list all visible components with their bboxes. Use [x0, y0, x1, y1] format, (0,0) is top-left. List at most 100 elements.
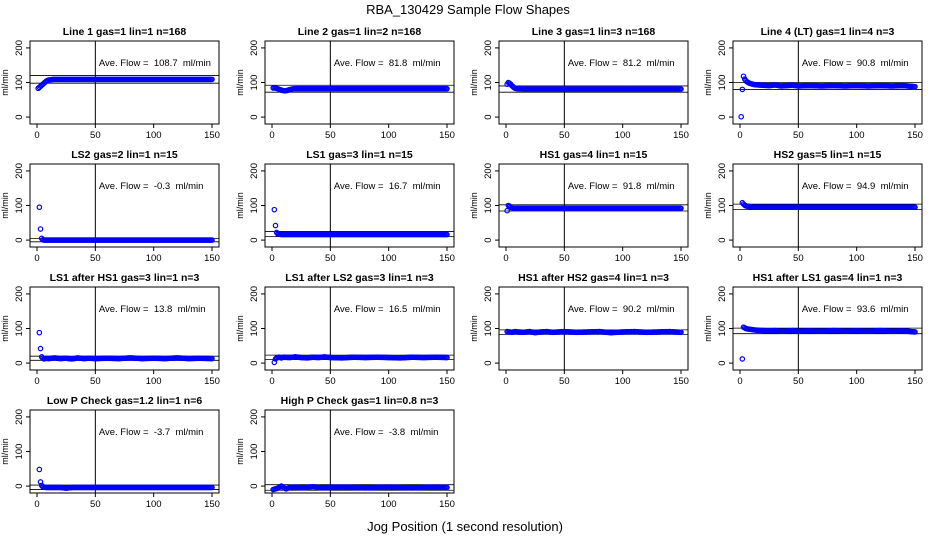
y-tick-label: 100	[483, 321, 494, 337]
panel-title: HS1 after LS1 gas=4 lin=1 n=3	[753, 272, 903, 284]
panel-12: HS1 after LS1 gas=4 lin=1 n=3 ml/min 0 100 2…	[703, 272, 923, 387]
y-axis-label: ml/min	[0, 315, 10, 342]
x-tick-label: 100	[146, 253, 162, 264]
x-tick-label: 0	[269, 130, 274, 141]
y-tick-label: 200	[14, 286, 25, 302]
x-tick-label: 100	[381, 130, 397, 141]
data-point	[272, 222, 279, 229]
y-axis-label: ml/min	[703, 192, 713, 219]
y-tick-label: 100	[249, 75, 260, 91]
y-tick-label: 0	[249, 483, 260, 488]
panel-annotation: Ave. Flow = -0.3 ml/min	[99, 181, 204, 192]
panel-6: LS1 gas=3 lin=1 n=15 ml/min 0 100 200 0 50 100 1…	[235, 149, 455, 264]
y-axis-label: ml/min	[0, 438, 10, 465]
panel-1: Line 1 gas=1 lin=1 n=168 ml/min 0 100 200 0 50…	[0, 26, 220, 141]
data-point	[444, 354, 450, 361]
x-tick-label: 0	[269, 253, 274, 264]
x-tick-label: 0	[737, 376, 742, 387]
panel-5: LS2 gas=2 lin=1 n=15 ml/min 0 100 200 0 50 100 1…	[0, 149, 220, 264]
x-tick-label: 100	[146, 499, 162, 510]
x-tick-label: 50	[793, 253, 804, 264]
x-tick-label: 0	[34, 130, 39, 141]
x-tick-label: 100	[381, 376, 397, 387]
y-tick-label: 200	[717, 286, 728, 302]
panel-frame	[264, 40, 455, 125]
data-point	[678, 86, 684, 92]
panel-title: Line 1 gas=1 lin=1 n=168	[63, 26, 187, 38]
panel-frame	[264, 409, 455, 494]
y-axis-label: ml/min	[0, 69, 10, 96]
x-tick-label: 150	[204, 253, 220, 264]
panel-frame	[498, 40, 689, 125]
x-axis-label: Jog Position (1 second resolution)	[367, 519, 563, 534]
panel-title: Line 2 gas=1 lin=2 n=168	[298, 26, 422, 38]
y-tick-label: 200	[249, 409, 260, 425]
data-point	[36, 329, 43, 336]
x-tick-label: 0	[503, 376, 508, 387]
y-tick-label: 0	[14, 114, 25, 119]
panel-title: LS2 gas=2 lin=1 n=15	[71, 149, 178, 161]
x-tick-label: 50	[325, 376, 336, 387]
y-tick-label: 200	[14, 40, 25, 56]
y-axis-label: ml/min	[235, 315, 245, 342]
data-point	[912, 329, 918, 335]
x-tick-label: 50	[325, 499, 336, 510]
panel-annotation: Ave. Flow = 108.7 ml/min	[99, 58, 211, 69]
x-tick-label: 50	[325, 253, 336, 264]
y-tick-label: 0	[483, 114, 494, 119]
y-tick-label: 0	[483, 360, 494, 365]
x-tick-label: 150	[907, 253, 923, 264]
panel-11: HS1 after HS2 gas=4 lin=1 n=3 ml/min 0 100 2…	[469, 272, 689, 387]
x-tick-label: 100	[849, 253, 865, 264]
data-point	[209, 355, 215, 362]
panel-annotation: Ave. Flow = 93.6 ml/min	[802, 304, 909, 315]
panel-13: Low P Check gas=1.2 lin=1 n=6 ml/min 0 100 2…	[0, 395, 220, 510]
panel-title: High P Check gas=1 lin=0.8 n=3	[281, 395, 439, 407]
data-point	[739, 86, 746, 93]
x-tick-label: 0	[503, 253, 508, 264]
panel-14: High P Check gas=1 lin=0.8 n=3 ml/min 0 100…	[235, 395, 455, 510]
y-tick-label: 200	[249, 40, 260, 56]
y-axis-label: ml/min	[235, 69, 245, 96]
x-tick-label: 100	[615, 130, 631, 141]
y-tick-label: 100	[483, 75, 494, 91]
y-axis-label: ml/min	[703, 69, 713, 96]
y-tick-label: 0	[717, 237, 728, 242]
x-tick-label: 100	[615, 376, 631, 387]
y-axis-label: ml/min	[469, 69, 479, 96]
x-tick-label: 150	[204, 499, 220, 510]
panel-9: LS1 after HS1 gas=3 lin=1 n=3 ml/min 0 100 2…	[0, 272, 220, 387]
panel-title: LS1 after HS1 gas=3 lin=1 n=3	[50, 272, 200, 284]
x-tick-label: 150	[673, 130, 689, 141]
panel-frame	[29, 40, 220, 125]
y-axis-label: ml/min	[469, 192, 479, 219]
data-point	[209, 237, 215, 243]
x-tick-label: 100	[849, 376, 865, 387]
y-axis-label: ml/min	[703, 315, 713, 342]
y-tick-label: 100	[14, 198, 25, 214]
panel-2: Line 2 gas=1 lin=2 n=168 ml/min 0 100 200 0 50…	[235, 26, 455, 141]
panel-title: Line 4 (LT) gas=1 lin=4 n=3	[761, 26, 895, 38]
x-tick-label: 150	[439, 130, 455, 141]
y-tick-label: 200	[717, 163, 728, 179]
y-tick-label: 100	[249, 198, 260, 214]
figure-title: RBA_130429 Sample Flow Shapes	[366, 2, 570, 17]
y-tick-label: 100	[717, 198, 728, 214]
data-point	[912, 83, 918, 90]
x-tick-label: 50	[325, 130, 336, 141]
panel-title: Low P Check gas=1.2 lin=1 n=6	[47, 395, 202, 407]
y-tick-label: 0	[717, 114, 728, 119]
x-tick-label: 150	[673, 376, 689, 387]
panel-title: HS2 gas=5 lin=1 n=15	[774, 149, 882, 161]
y-tick-label: 200	[249, 286, 260, 302]
x-tick-label: 0	[269, 376, 274, 387]
x-tick-label: 50	[90, 130, 101, 141]
y-tick-label: 200	[483, 40, 494, 56]
panel-annotation: Ave. Flow = 91.8 ml/min	[568, 181, 675, 192]
y-tick-label: 100	[14, 444, 25, 460]
data-point	[444, 85, 450, 92]
data-point	[209, 76, 215, 83]
x-tick-label: 100	[615, 253, 631, 264]
x-tick-label: 0	[503, 130, 508, 141]
